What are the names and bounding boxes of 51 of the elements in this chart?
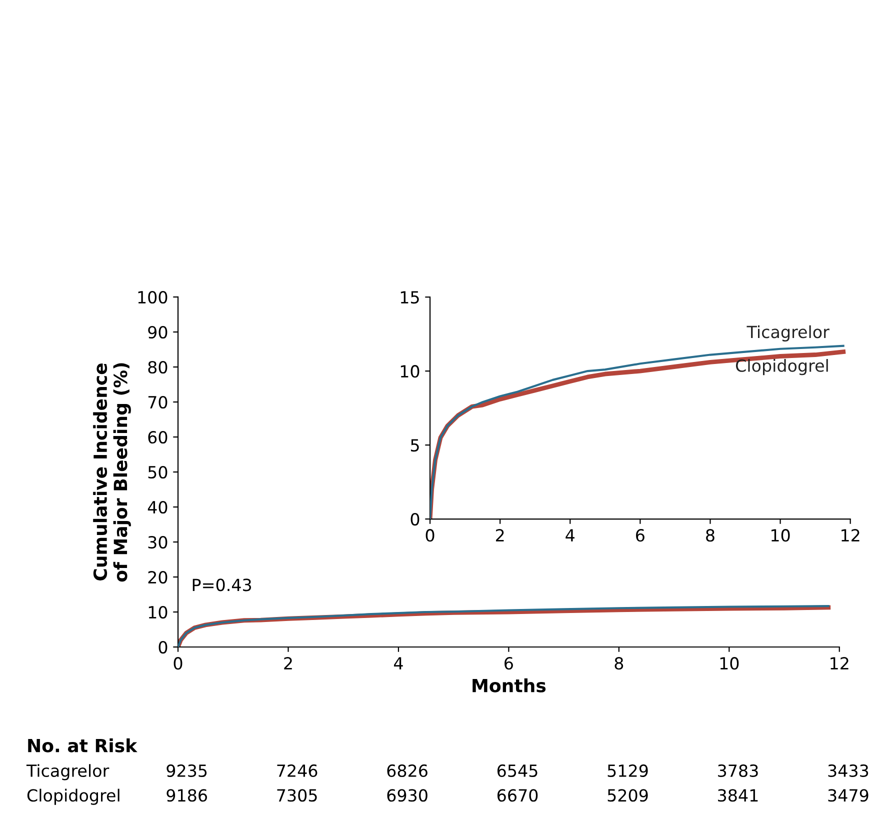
text: 9235 (166, 764, 207, 778)
y-tick-label: 40 (148, 500, 168, 514)
x-tick-label: 0 (426, 529, 434, 542)
text: 5129 (608, 764, 648, 778)
x-tick-label: 4 (394, 657, 403, 670)
x-tick-label: 2 (284, 657, 292, 670)
y-tick-label: 100 (138, 290, 168, 304)
y-tick-label: 20 (148, 570, 168, 584)
y-tick-label: 5 (410, 439, 419, 452)
x-tick-label: 12 (830, 657, 848, 670)
text: 7305 (277, 789, 317, 802)
x-tick-label: 6 (636, 529, 644, 542)
y-tick-label: 15 (400, 291, 419, 304)
x-tick-label: 4 (566, 529, 574, 542)
x-tick-label: 2 (496, 529, 504, 542)
y-tick-label: 50 (148, 466, 168, 479)
series-label: Ticagrelor (746, 325, 830, 342)
y-tick-label: 30 (148, 536, 168, 549)
text: 6930 (387, 789, 428, 802)
text: 3479 (828, 789, 868, 802)
text: 6545 (497, 764, 538, 778)
y-tick-label: 60 (148, 430, 168, 444)
text: 3841 (718, 789, 758, 802)
text: 6670 (497, 789, 538, 802)
y-tick-label: 70 (148, 396, 168, 409)
y-tick-label: 10 (148, 606, 168, 619)
text: 9186 (166, 789, 207, 802)
x-axis-title: Months (472, 678, 546, 692)
text: 5209 (608, 789, 648, 802)
x-tick-label: 12 (842, 529, 860, 542)
x-tick-label: 0 (174, 657, 182, 670)
x-tick-label: 10 (720, 657, 739, 670)
y-tick-label: 10 (400, 365, 420, 378)
text: Clopidogrel (27, 788, 120, 805)
text: Ticagrelor (26, 764, 110, 780)
annotation: P=0.43 (192, 578, 252, 592)
series-label: Clopidogrel (736, 359, 828, 376)
text: 7246 (277, 764, 318, 778)
x-tick-label: 8 (706, 529, 714, 542)
text: 6826 (387, 764, 428, 778)
text: No. at Risk (28, 738, 138, 752)
x-tick-label: 6 (504, 657, 513, 670)
y-axis-title: Cumulative Incidence of Major Bleeding (%) (93, 363, 131, 582)
y-tick-label: 90 (148, 326, 168, 339)
x-tick-label: 8 (614, 657, 624, 670)
text: 3433 (828, 764, 868, 778)
x-tick-label: 10 (772, 529, 790, 542)
y-tick-label: 80 (148, 360, 168, 374)
y-tick-label: 0 (158, 640, 168, 654)
y-tick-label: 0 (410, 512, 420, 526)
text: 3783 (718, 764, 758, 778)
